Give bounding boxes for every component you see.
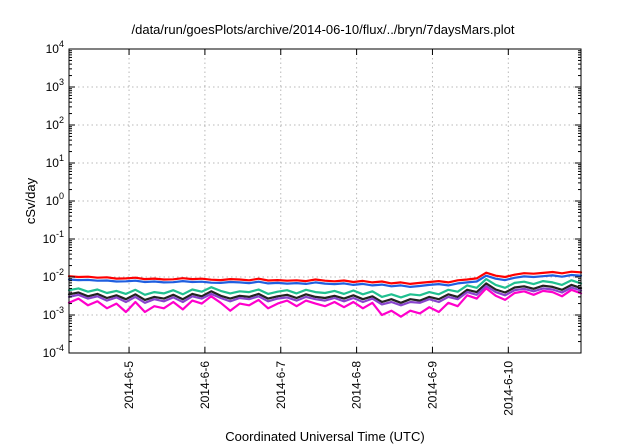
y-tick-label: 10-1 (43, 229, 64, 246)
y-tick-label: 10-2 (43, 267, 64, 284)
x-axis-label: Coordinated Universal Time (UTC) (225, 429, 424, 444)
y-tick-label: 100 (46, 191, 64, 208)
x-tick-label: 2014-6-5 (122, 361, 136, 409)
y-tick-label: 103 (46, 77, 64, 94)
chart-title: /data/run/goesPlots/archive/2014-06-10/f… (132, 22, 515, 37)
series-line-6 (67, 287, 583, 318)
axes: 10-4 10-3 10-2 10-1 100 101 102 103 104 2014-6-5 2… (43, 39, 581, 416)
series-line-1 (67, 270, 583, 285)
y-tick-label: 102 (46, 115, 64, 132)
series-group (67, 270, 583, 318)
y-tick-label: 104 (46, 39, 64, 56)
y-tick-label: 10-4 (43, 343, 64, 360)
y-tick-label: 101 (46, 153, 64, 170)
x-tick-label: 2014-6-9 (425, 361, 439, 409)
grid (69, 49, 581, 353)
series-line-2 (67, 273, 583, 288)
x-tick-label: 2014-6-6 (198, 361, 212, 409)
x-tick-label: 2014-6-10 (501, 361, 515, 416)
series-line-5 (67, 284, 583, 307)
y-axis-label: cSv/day (23, 177, 38, 224)
series-line-3 (67, 278, 583, 299)
x-tick-label: 2014-6-8 (350, 361, 364, 409)
x-tick-label: 2014-6-7 (274, 361, 288, 409)
series-line-4 (67, 282, 583, 304)
y-tick-label: 10-3 (43, 305, 64, 322)
